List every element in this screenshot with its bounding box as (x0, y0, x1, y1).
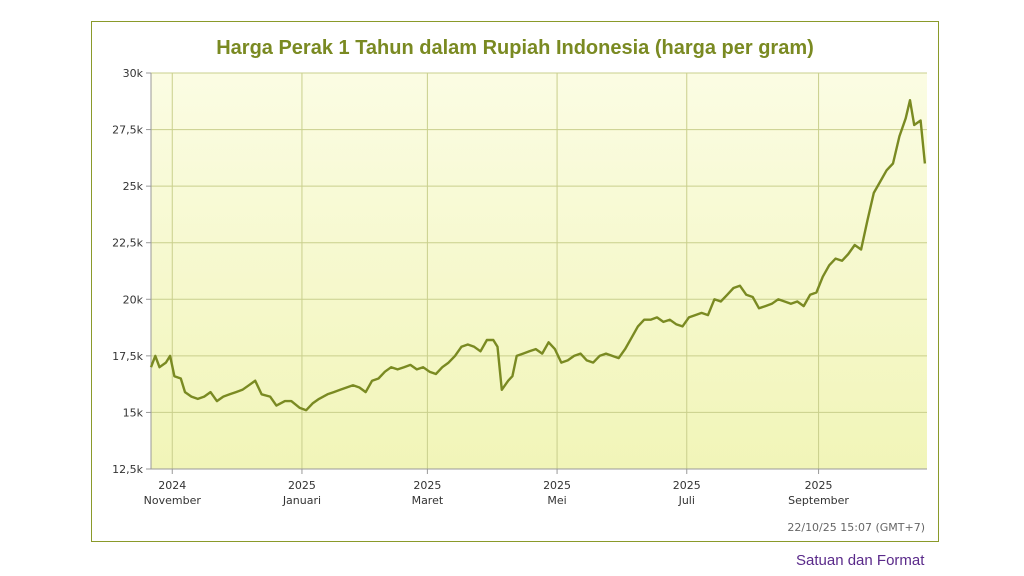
x-tick-month: Maret (412, 494, 444, 507)
y-tick-label: 25k (123, 180, 144, 193)
y-tick-label: 15k (123, 406, 144, 419)
y-tick-label: 12,5k (112, 463, 143, 476)
grid (151, 72, 927, 470)
x-tick-year: 2024 (158, 479, 186, 492)
x-tick-month: Juli (678, 494, 695, 507)
chart-canvas: Harga Perak 1 Tahun dalam Rupiah Indones… (112, 37, 927, 534)
x-tick-month: November (144, 494, 202, 507)
x-tick-year: 2025 (543, 479, 571, 492)
x-tick-month: Mei (547, 494, 566, 507)
chart-frame: Harga Perak 1 Tahun dalam Rupiah Indones… (91, 21, 939, 542)
axes: 12,5k 15k 17,5k 20k 22,5k 25k 27,5k 30k 2024 Nove… (112, 67, 927, 507)
series-layer (149, 99, 927, 412)
units-format-link[interactable]: Satuan dan Format (796, 552, 925, 569)
plot-area (151, 73, 927, 469)
y-tick-label: 27,5k (112, 124, 143, 137)
y-tick-label: 17,5k (112, 350, 143, 363)
x-tick-year: 2025 (288, 479, 316, 492)
x-tick-year: 2025 (673, 479, 701, 492)
series-line (149, 99, 927, 412)
x-tick-month: Januari (282, 494, 321, 507)
x-tick-year: 2025 (805, 479, 833, 492)
x-tick-year: 2025 (413, 479, 441, 492)
y-tick-label: 30k (123, 67, 144, 80)
timestamp-label: 22/10/25 15:07 (GMT+7) (787, 521, 925, 534)
chart-title: Harga Perak 1 Tahun dalam Rupiah Indones… (216, 37, 814, 59)
x-tick-month: September (788, 494, 849, 507)
y-tick-label: 20k (123, 293, 144, 306)
y-tick-label: 22,5k (112, 237, 143, 250)
